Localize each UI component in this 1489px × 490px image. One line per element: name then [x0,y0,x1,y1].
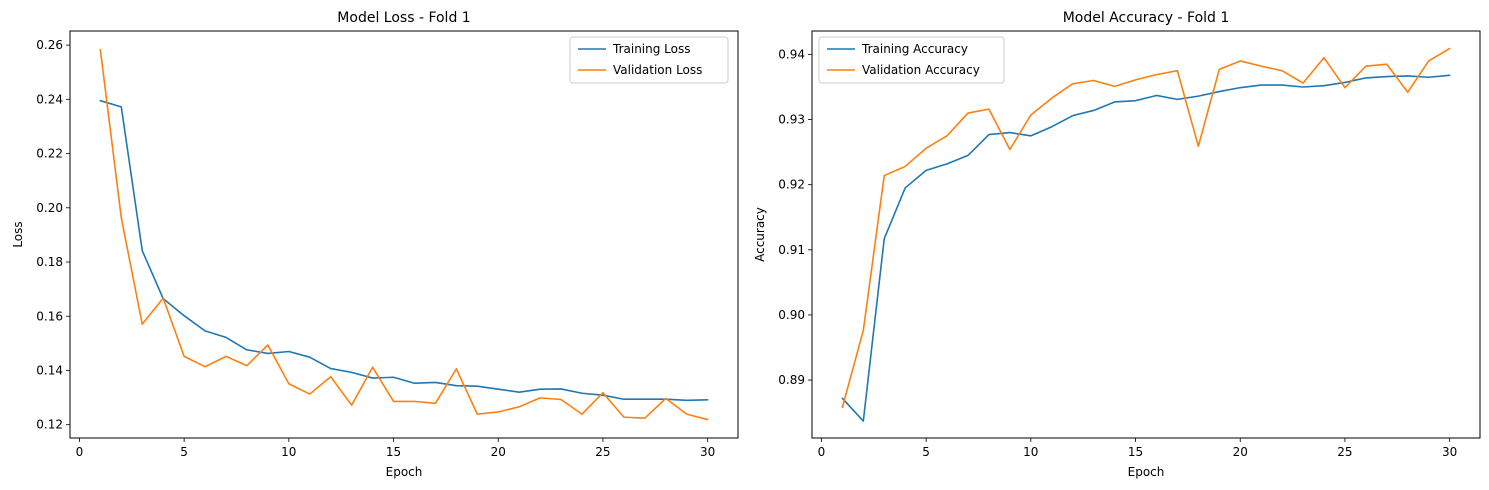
x-tick-label: 20 [1233,445,1248,459]
x-tick-label: 5 [180,445,188,459]
x-tick-label: 10 [281,445,296,459]
x-tick-label: 15 [1128,445,1143,459]
plot-area-frame [69,30,739,439]
x-tick-label: 10 [1023,445,1038,459]
x-tick-label: 30 [700,445,715,459]
y-tick-label: 0.14 [36,363,63,377]
legend-label: Training Accuracy [861,42,968,56]
y-tick-label: 0.22 [36,147,63,161]
y-tick-label: 0.93 [778,113,805,127]
series-line-validation-loss [99,48,709,421]
y-tick-label: 0.89 [778,373,805,387]
y-axis-label: Loss [11,221,25,247]
x-tick-label: 25 [1337,445,1352,459]
legend-label: Training Loss [612,42,690,56]
legend-box [569,36,729,84]
x-tick-label: 20 [491,445,506,459]
x-tick-label: 0 [76,445,84,459]
x-axis-label: Epoch [386,465,423,479]
accuracy-chart: Model Accuracy - Fold 1 0 5 10 15 20 25 30 0.89 0… [753,10,1481,479]
y-tick-label: 0.90 [778,308,805,322]
y-tick-label: 0.92 [778,178,805,192]
legend-label: Validation Accuracy [862,63,980,77]
legend: Training Accuracy Validation Accuracy [818,36,1005,84]
x-tick-label: 25 [595,445,610,459]
y-axis-label: Accuracy [753,207,767,262]
x-axis-label: Epoch [1128,465,1165,479]
y-tick-label: 0.20 [36,201,63,215]
y-tick-label: 0.24 [36,92,63,106]
y-tick-label: 0.91 [778,243,805,257]
y-tick-label: 0.94 [778,47,805,61]
y-tick-label: 0.16 [36,309,63,323]
x-tick-label: 5 [922,445,930,459]
chart-title: Model Accuracy - Fold 1 [1063,10,1230,26]
series-line-training-loss [99,99,709,402]
loss-chart: Model Loss - Fold 1 0 5 10 15 20 25 30 0.12 0.14 0… [11,10,739,479]
plot-area-frame [811,30,1481,439]
series-line-training-accuracy [841,74,1451,422]
y-tick-label: 0.18 [36,255,63,269]
legend: Training Loss Validation Loss [569,36,729,84]
x-tick-label: 30 [1442,445,1457,459]
y-tick-label: 0.12 [36,418,63,432]
chart-title: Model Loss - Fold 1 [337,10,470,26]
x-tick-label: 15 [386,445,401,459]
series-line-validation-accuracy [841,47,1451,409]
x-tick-label: 0 [818,445,826,459]
y-tick-label: 0.26 [36,38,63,52]
legend-box [818,36,1005,84]
legend-label: Validation Loss [613,63,702,77]
